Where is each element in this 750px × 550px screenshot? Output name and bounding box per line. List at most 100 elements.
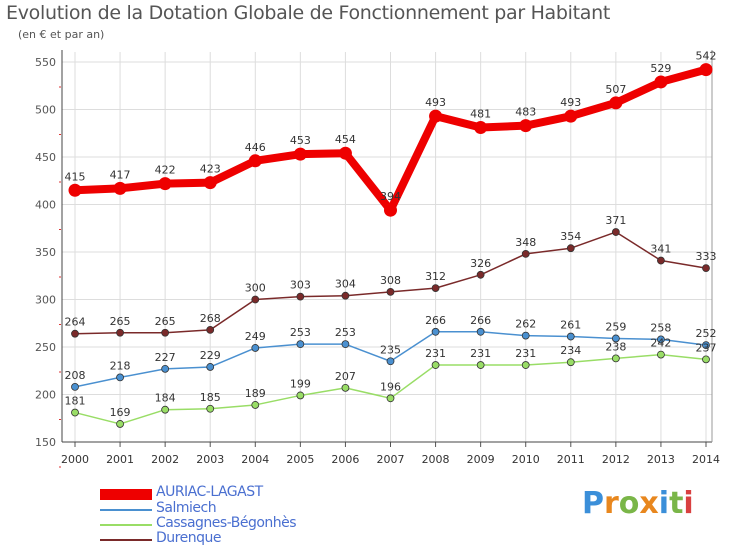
data-point xyxy=(116,420,124,428)
y-tick-label: 150 xyxy=(35,436,56,449)
x-tick-label: 2004 xyxy=(241,453,269,466)
data-label: 354 xyxy=(560,230,581,243)
x-tick-label: 2006 xyxy=(331,453,359,466)
data-label: 185 xyxy=(200,391,221,404)
data-point xyxy=(521,331,530,340)
y-tick-label: 300 xyxy=(35,294,56,307)
data-label: 231 xyxy=(515,347,536,360)
y-tick-label: 200 xyxy=(35,389,56,402)
data-point xyxy=(161,328,170,337)
legend-swatch xyxy=(100,524,152,526)
data-label: 258 xyxy=(650,321,671,334)
y-tick-label: 350 xyxy=(35,246,56,259)
x-tick-label: 2000 xyxy=(61,453,89,466)
data-label: 326 xyxy=(470,257,491,270)
data-label: 394 xyxy=(380,190,401,203)
data-point xyxy=(158,177,172,191)
x-tick-label: 2007 xyxy=(377,453,405,466)
data-point xyxy=(248,154,262,168)
data-point xyxy=(429,109,443,123)
data-point xyxy=(203,176,217,190)
data-point xyxy=(702,341,710,350)
data-label: 169 xyxy=(110,406,131,419)
data-point xyxy=(566,332,575,341)
x-tick-label: 2012 xyxy=(602,453,630,466)
data-label: 265 xyxy=(110,315,131,328)
y-tick-label: 500 xyxy=(35,104,56,117)
x-tick-label: 2010 xyxy=(512,453,540,466)
data-point xyxy=(113,181,127,195)
data-point xyxy=(251,401,260,409)
data-label: 371 xyxy=(605,214,626,227)
data-label: 253 xyxy=(335,326,356,339)
data-point xyxy=(609,96,623,110)
legend-label: Durenque xyxy=(156,530,221,546)
data-label: 207 xyxy=(335,370,356,383)
data-label: 261 xyxy=(560,319,581,332)
x-tick-label: 2002 xyxy=(151,453,179,466)
data-label: 507 xyxy=(605,83,626,96)
legend-swatch xyxy=(100,509,152,511)
data-point xyxy=(116,328,124,337)
data-label: 259 xyxy=(605,320,626,333)
data-point xyxy=(386,357,395,366)
data-label: 253 xyxy=(290,326,311,339)
data-point xyxy=(654,75,668,89)
data-label: 453 xyxy=(290,134,311,147)
data-point xyxy=(293,147,307,161)
data-point xyxy=(386,394,395,403)
data-point xyxy=(251,344,260,352)
x-tick-label: 2013 xyxy=(647,453,675,466)
data-label: 242 xyxy=(650,337,671,350)
data-label: 493 xyxy=(560,96,581,109)
data-point xyxy=(341,291,350,300)
data-point xyxy=(68,183,82,197)
data-label: 529 xyxy=(650,62,671,75)
data-label: 235 xyxy=(380,343,401,356)
plot-area xyxy=(62,52,712,442)
data-label: 483 xyxy=(515,106,536,119)
x-tick-label: 2008 xyxy=(422,453,450,466)
data-point xyxy=(71,382,79,391)
y-tick-label: 250 xyxy=(35,341,56,354)
data-point xyxy=(657,350,665,359)
data-point xyxy=(657,335,665,344)
data-point xyxy=(566,358,575,367)
data-point xyxy=(341,340,350,349)
legend-label: AURIAC-LAGAST xyxy=(156,484,263,500)
data-label: 184 xyxy=(155,392,176,405)
data-label: 262 xyxy=(515,318,536,331)
data-label: 300 xyxy=(245,282,266,295)
data-point xyxy=(341,383,350,392)
data-point xyxy=(564,109,578,123)
data-point xyxy=(431,361,440,369)
data-point xyxy=(206,404,215,413)
data-label: 333 xyxy=(696,250,717,263)
data-label: 304 xyxy=(335,278,356,291)
y-tick-label: 450 xyxy=(35,151,56,164)
data-label: 446 xyxy=(245,141,266,154)
data-point xyxy=(296,292,305,301)
data-label: 481 xyxy=(470,108,491,121)
x-tick-label: 2014 xyxy=(692,453,720,466)
x-tick-label: 2001 xyxy=(106,453,134,466)
data-label: 199 xyxy=(290,377,311,390)
data-point xyxy=(519,119,533,133)
data-label: 422 xyxy=(155,164,176,177)
data-label: 196 xyxy=(380,380,401,393)
legend-swatch xyxy=(100,539,152,541)
data-point xyxy=(611,354,620,363)
data-point xyxy=(251,295,260,304)
x-tick-label: 2009 xyxy=(467,453,495,466)
data-label: 415 xyxy=(65,170,86,183)
data-point xyxy=(161,364,170,373)
data-label: 249 xyxy=(245,330,266,343)
data-label: 181 xyxy=(65,395,86,408)
data-label: 308 xyxy=(380,274,401,287)
data-point xyxy=(521,361,530,369)
legend-label: Salmiech xyxy=(156,500,217,516)
data-point xyxy=(699,63,713,77)
x-tick-label: 2003 xyxy=(196,453,224,466)
